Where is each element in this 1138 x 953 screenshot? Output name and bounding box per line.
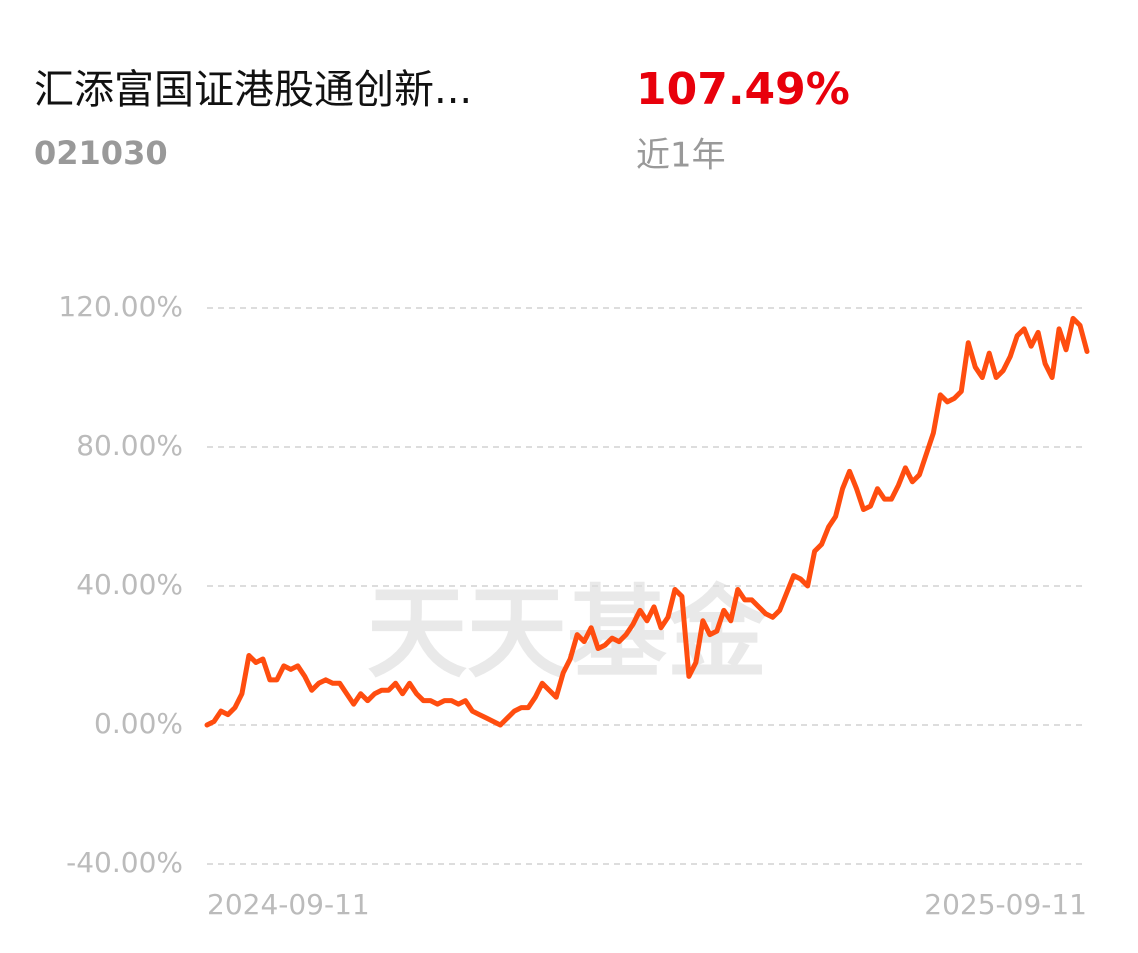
y-tick-label: 80.00% — [76, 429, 183, 462]
y-tick-label: 120.00% — [58, 290, 183, 323]
x-tick-label: 2025-09-11 — [924, 888, 1087, 921]
y-tick-label: 40.00% — [76, 568, 183, 601]
y-tick-label: -40.00% — [66, 846, 183, 879]
return: 107.49% — [636, 64, 850, 115]
x-tick-label: 2024-09-11 — [207, 888, 370, 921]
period: 近1年 — [636, 136, 726, 176]
line — [204, 315, 1090, 728]
fund-name: 汇添富国证港股通创新... — [34, 67, 472, 113]
y-tick-label: 0.00% — [94, 707, 183, 740]
fund-code: 021030 — [34, 134, 168, 172]
